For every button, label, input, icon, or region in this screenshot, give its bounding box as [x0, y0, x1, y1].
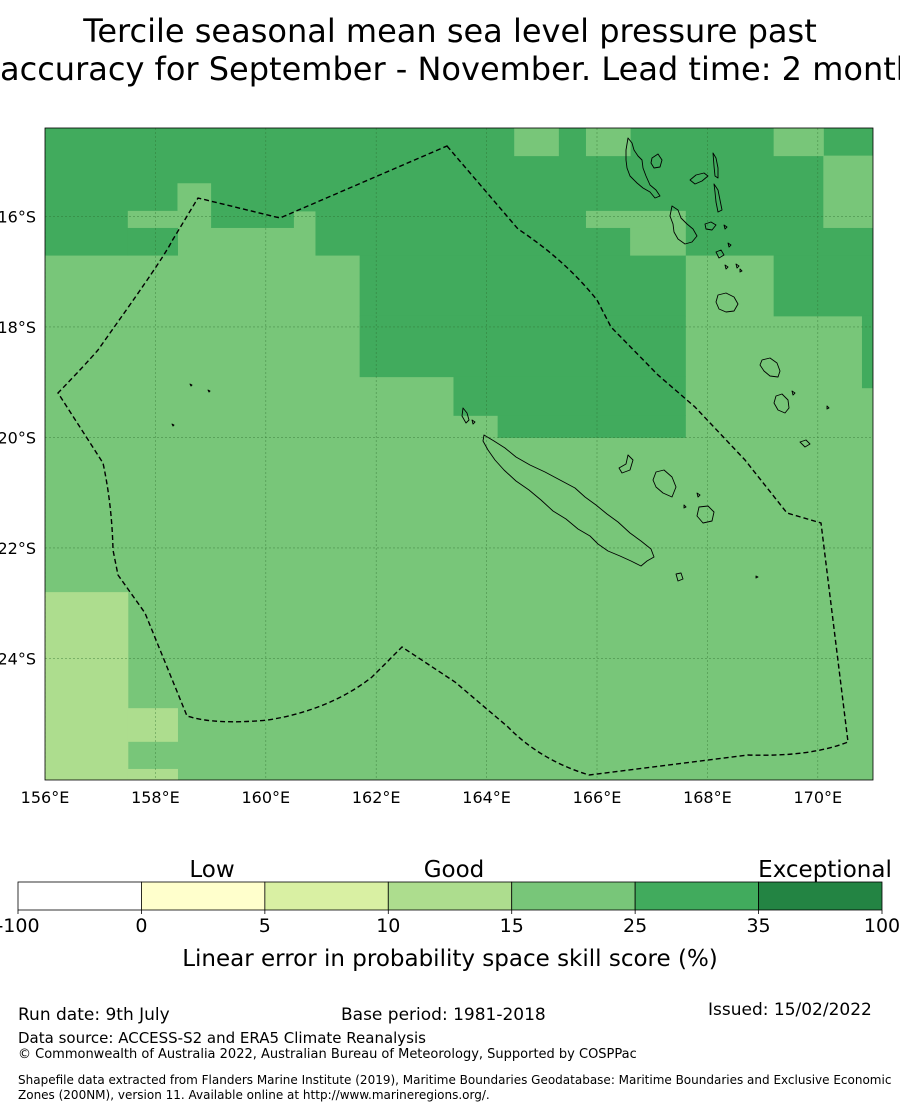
new-caledonia-landmass	[482, 434, 655, 567]
skill-patch-14	[127, 210, 212, 228]
map-plot-area	[45, 128, 873, 780]
vanuatu-small-islets	[171, 224, 830, 579]
skill-patch-8	[497, 415, 686, 438]
longitude-tick-label: 162°E	[352, 788, 401, 807]
malekula-island	[669, 205, 698, 245]
longitude-tick-label: 166°E	[573, 788, 622, 807]
shapefile-attribution-line-1: Shapefile data extracted from Flanders M…	[18, 1073, 892, 1087]
colorbar-bins	[17, 881, 883, 911]
map-figure: 156°E 158°E 160°E 162°E 164°E 166°E 168°E 170°E…	[0, 127, 874, 807]
category-exceptional: Exceptional	[758, 857, 892, 883]
skill-patch-22	[127, 768, 178, 780]
colorbar-label: Linear error in probability space skill …	[182, 946, 718, 972]
colorbar-bin	[264, 881, 389, 911]
colorbar-bin	[634, 881, 759, 911]
category-low: Low	[189, 857, 234, 883]
base-period: Base period: 1981-2018	[341, 1005, 546, 1025]
isle-of-pines-island	[675, 572, 684, 582]
lifou-island	[652, 469, 677, 498]
new-caledonia-eez-boundary	[57, 145, 849, 776]
shapefile-attribution-line-2: Zones (200NM), version 11. Available onl…	[18, 1088, 490, 1102]
longitude-tick-label: 164°E	[462, 788, 511, 807]
skill-patch-0	[45, 128, 873, 212]
latitude-tick-label: 24°S	[0, 649, 36, 668]
longitude-tick-label: 170°E	[793, 788, 842, 807]
aneityum-island	[799, 439, 811, 448]
title-line-2: accuracy for September - November. Lead …	[0, 50, 900, 88]
colorbar-bin	[387, 881, 513, 911]
skill-patches	[45, 128, 873, 780]
pentecost-island	[713, 183, 723, 213]
skill-patch-7	[453, 376, 686, 416]
eez-boundary	[57, 145, 849, 776]
skill-patch-15	[177, 183, 212, 212]
epi-island	[715, 249, 725, 259]
colorbar-category-labels: Low Good Exceptional	[189, 857, 891, 883]
colorbar-tick-label: 35	[746, 915, 770, 937]
map-canvas: 156°E 158°E 160°E 162°E 164°E 166°E 168°E 170°E…	[0, 127, 874, 807]
latitude-tick-labels: 16°S 18°S 20°S 22°S 24°S	[0, 207, 36, 668]
map-frame	[44, 127, 874, 781]
landmasses	[171, 137, 830, 582]
title-line-1: Tercile seasonal mean sea level pressure…	[83, 12, 817, 50]
colorbar-tick-label: 15	[500, 915, 524, 937]
ambrym-island	[704, 221, 717, 231]
skill-patch-1	[45, 210, 129, 256]
colorbar-tick-label: 25	[623, 915, 647, 937]
skill-patch-21	[127, 708, 178, 742]
data-source: Data source: ACCESS-S2 and ERA5 Climate …	[18, 1029, 426, 1047]
colorbar-tick-label: -100	[0, 915, 40, 937]
colorbar-tick-labels: -100 0 5 10 15 25 35 100	[0, 910, 900, 937]
colorbar-bin	[141, 881, 266, 911]
skill-patch-2	[127, 227, 178, 256]
skill-patch-10	[773, 255, 873, 317]
skill-patch-12	[514, 128, 559, 157]
latitude-tick-label: 20°S	[0, 428, 36, 447]
longitude-tick-label: 158°E	[131, 788, 180, 807]
skill-patch-18	[773, 128, 824, 157]
skill-patch-19	[823, 155, 873, 228]
ouvea-island	[618, 454, 634, 474]
run-date: Run date: 9th July	[18, 1005, 170, 1025]
ambae-island	[689, 172, 709, 185]
category-good: Good	[424, 857, 485, 883]
skill-patch-16	[585, 210, 686, 228]
belep-islands	[461, 407, 470, 424]
skill-patch-6	[359, 315, 686, 378]
colorbar-tick-label: 10	[376, 915, 400, 937]
colorbar-tick-label: 5	[259, 915, 271, 937]
longitude-tick-label: 156°E	[21, 788, 70, 807]
skill-patch-3	[210, 210, 294, 228]
colorbar-bin	[758, 881, 883, 911]
colorbar-tick-label: 0	[135, 915, 147, 937]
colorbar-bin	[17, 881, 142, 911]
colorbar-bin	[511, 881, 636, 911]
shapefile-attribution: Shapefile data extracted from Flanders M…	[18, 1073, 891, 1103]
latitude-tick-label: 22°S	[0, 539, 36, 558]
longitude-tick-label: 160°E	[241, 788, 290, 807]
longitude-tick-labels: 156°E 158°E 160°E 162°E 164°E 166°E 168°E 170°E	[21, 788, 842, 807]
colorbar-tick-label: 100	[864, 915, 900, 937]
mare-island	[696, 505, 715, 524]
longitude-tick-label: 168°E	[683, 788, 732, 807]
colorbar: Low Good Exceptional -100 0 5 10 15 25 35 100 L…	[0, 857, 900, 972]
skill-patch-20	[45, 592, 129, 780]
latitude-tick-label: 16°S	[0, 207, 36, 226]
tanna-island	[773, 393, 790, 414]
efate-island	[715, 292, 739, 313]
map-title: Tercile seasonal mean sea level pressure…	[0, 12, 900, 88]
skill-patch-13	[585, 128, 631, 157]
skill-patch-11	[861, 315, 873, 389]
copyright-notice: © Commonwealth of Australia 2022, Austra…	[18, 1047, 637, 1062]
map-gridlines	[45, 128, 873, 780]
malo-island	[650, 153, 663, 169]
erromango-island	[759, 357, 781, 378]
espiritu-santo-island	[625, 137, 661, 199]
maewo-island	[712, 152, 719, 179]
skill-patch-17	[630, 227, 686, 256]
latitude-tick-label: 18°S	[0, 318, 36, 337]
skill-patch-5	[359, 255, 686, 317]
issued-date: Issued: 15/02/2022	[708, 1000, 872, 1020]
